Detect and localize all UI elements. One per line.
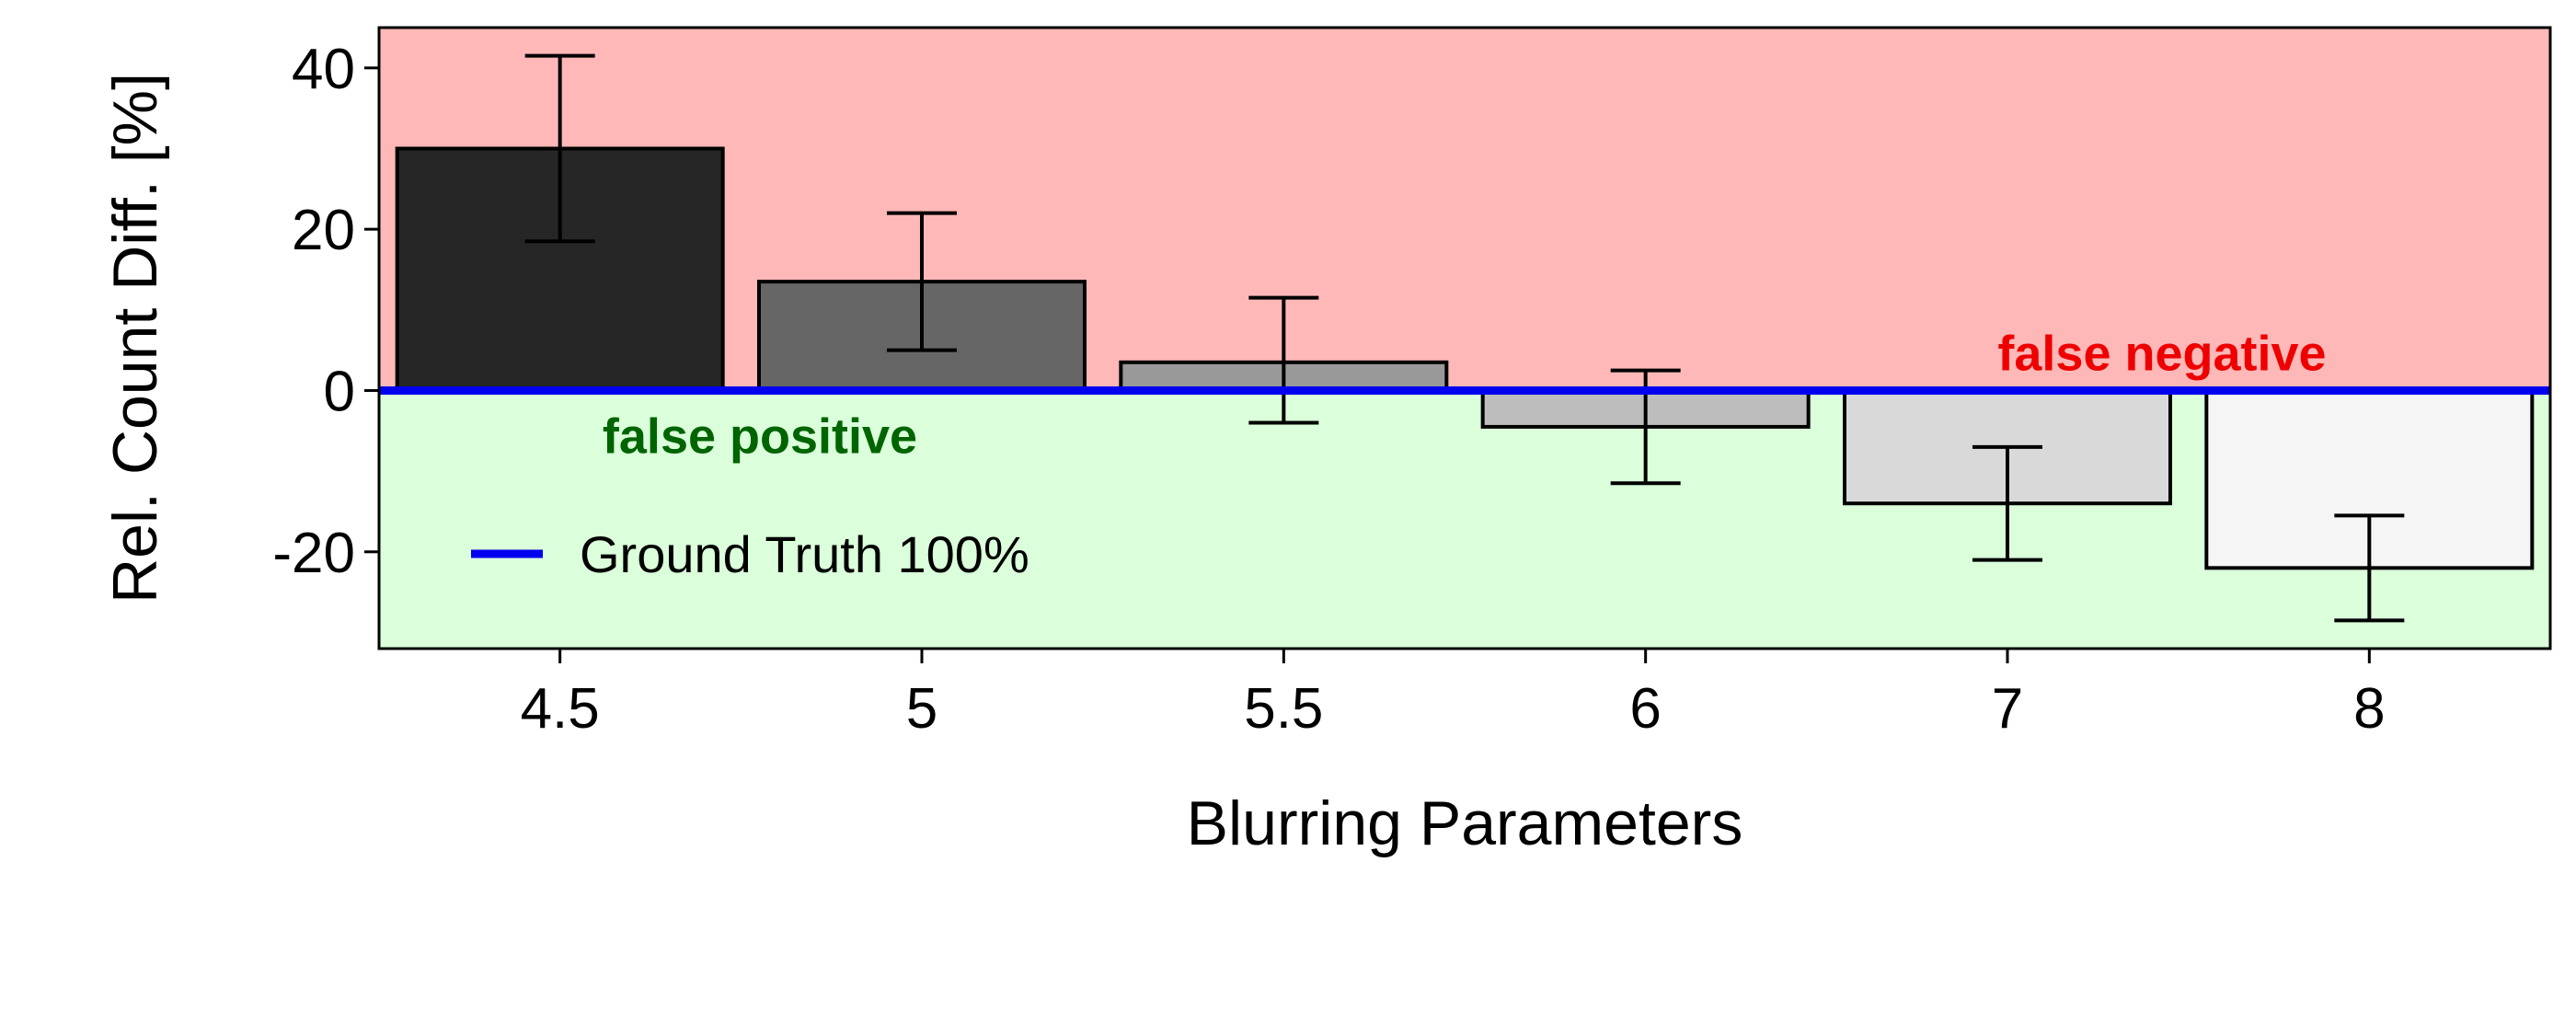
x-axis-title: Blurring Parameters (1187, 788, 1743, 858)
false-negative-region (379, 28, 2550, 391)
y-axis-title: Rel. Count Diff. [%] (100, 73, 170, 604)
plot-frame (377, 26, 2552, 650)
x-tick-label: 5.5 (1244, 677, 1323, 741)
y-tick-label: -20 (272, 522, 355, 585)
y-tick-label: 0 (324, 360, 355, 423)
y-tick-label: 40 (292, 38, 355, 101)
x-tick-label: 7 (1992, 677, 2023, 741)
x-axis: 4.5 5 5.5 6 7 8 (521, 649, 2386, 741)
false-positive-label: false positive (603, 408, 917, 464)
y-tick-label: 20 (292, 199, 355, 262)
false-positive-region (379, 390, 2550, 649)
x-tick-label: 5 (906, 677, 937, 741)
false-negative-label: false negative (1997, 326, 2326, 381)
legend: Ground Truth 100% (471, 525, 1029, 583)
y-axis: -20 0 20 40 (272, 38, 379, 585)
x-tick-label: 8 (2353, 677, 2385, 741)
x-tick-label: 6 (1629, 677, 1661, 741)
x-tick-label: 4.5 (521, 677, 600, 741)
legend-label: Ground Truth 100% (580, 525, 1029, 583)
